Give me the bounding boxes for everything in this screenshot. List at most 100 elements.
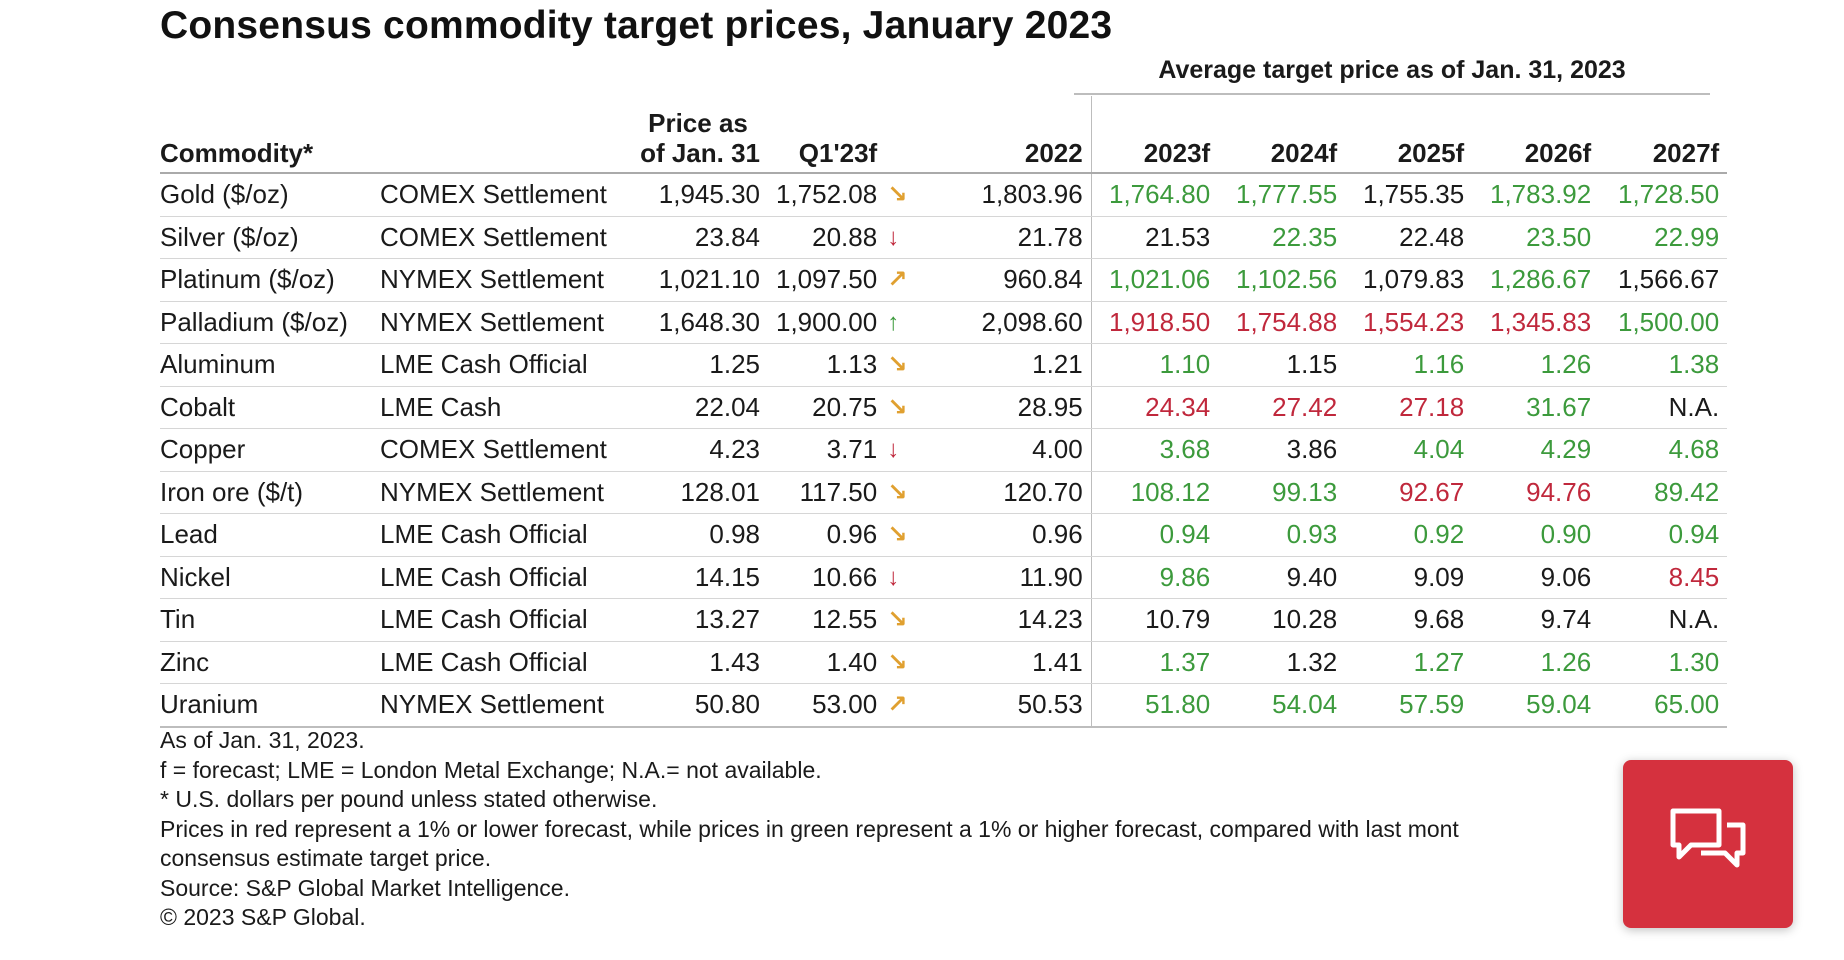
cell-forecast: 54.04 [1218, 683, 1346, 728]
cell-commodity: Silver ($/oz) [160, 216, 372, 259]
cell-2022: 1,803.96 [939, 173, 1092, 217]
header-price-line2: of Jan. 31 [640, 138, 760, 168]
cell-q1: 1,097.50 [768, 258, 886, 302]
cell-forecast: 1,783.92 [1472, 173, 1600, 217]
cell-commodity: Zinc [160, 641, 372, 684]
table-body: Gold ($/oz) COMEX Settlement 1,945.30 1,752… [160, 173, 1728, 728]
cell-forecast: 1.15 [1218, 343, 1346, 387]
cell-forecast: 3.68 [1091, 428, 1219, 472]
cell-2022: 28.95 [939, 386, 1092, 429]
cell-exchange: NYMEX Settlement [372, 258, 628, 302]
cell-forecast: 23.50 [1472, 216, 1600, 259]
cell-forecast: N.A. [1599, 598, 1728, 642]
cell-forecast: 10.79 [1091, 598, 1219, 642]
cell-forecast: 27.42 [1218, 386, 1346, 429]
cell-q1: 20.88 [768, 216, 886, 259]
cell-commodity: Copper [160, 428, 372, 472]
cell-commodity: Iron ore ($/t) [160, 471, 372, 514]
cell-price: 1,945.30 [628, 173, 768, 217]
cell-price: 1.43 [628, 641, 768, 684]
cell-forecast: 0.90 [1472, 513, 1600, 557]
cell-forecast: 0.93 [1218, 513, 1346, 557]
table-row: Gold ($/oz) COMEX Settlement 1,945.30 1,752… [160, 173, 1728, 217]
header-q1: Q1'23f [768, 96, 886, 174]
cell-trend-down-right-icon: ↘ [885, 386, 940, 429]
cell-commodity: Palladium ($/oz) [160, 301, 372, 344]
table-row: Uranium NYMEX Settlement 50.80 53.00 ↗ 50.53 5… [160, 683, 1728, 728]
cell-commodity: Gold ($/oz) [160, 173, 372, 217]
table-header-row: Commodity* Price as of Jan. 31 Q1'23f 20… [160, 96, 1728, 174]
cell-forecast: 108.12 [1091, 471, 1219, 514]
header-2026f: 2026f [1472, 96, 1600, 174]
cell-forecast: 8.45 [1599, 556, 1728, 599]
header-commodity: Commodity* [160, 96, 372, 174]
header-2022: 2022 [939, 96, 1092, 174]
cell-trend-down-right-icon: ↘ [885, 598, 940, 642]
cell-forecast: 1.37 [1091, 641, 1219, 684]
cell-q1: 12.55 [768, 598, 886, 642]
footnote-line: f = forecast; LME = London Metal Exchang… [160, 756, 822, 783]
footnotes: As of Jan. 31, 2023. f = forecast; LME = … [160, 726, 1459, 933]
cell-trend-down-right-icon: ↘ [885, 173, 940, 217]
cell-forecast: 99.13 [1218, 471, 1346, 514]
cell-exchange: NYMEX Settlement [372, 301, 628, 344]
chat-button[interactable] [1623, 760, 1793, 928]
table-row: Zinc LME Cash Official 1.43 1.40 ↘ 1.41 1.37 1.… [160, 641, 1728, 684]
cell-forecast: 1,755.35 [1345, 173, 1473, 217]
cell-forecast: 1,566.67 [1599, 258, 1728, 302]
cell-price: 128.01 [628, 471, 768, 514]
cell-2022: 120.70 [939, 471, 1092, 514]
cell-trend-up-right-icon: ↗ [885, 258, 940, 302]
chat-bubbles-icon [1670, 808, 1746, 868]
cell-2022: 960.84 [939, 258, 1092, 302]
cell-commodity: Aluminum [160, 343, 372, 387]
footnote-line: © 2023 S&P Global. [160, 904, 366, 930]
cell-forecast: 9.06 [1472, 556, 1600, 599]
header-2027f: 2027f [1599, 96, 1728, 174]
header-price: Price as of Jan. 31 [628, 96, 768, 174]
cell-q1: 1,900.00 [768, 301, 886, 344]
forecast-group-header: Average target price as of Jan. 31, 2023 [1074, 56, 1710, 95]
cell-forecast: 22.99 [1599, 216, 1728, 259]
footnote-line: Source: S&P Global Market Intelligence. [160, 874, 570, 901]
cell-forecast: 27.18 [1345, 386, 1473, 429]
cell-exchange: LME Cash [372, 386, 628, 429]
cell-forecast: 1,500.00 [1599, 301, 1728, 344]
cell-trend-up-right-icon: ↗ [885, 683, 940, 728]
cell-price: 4.23 [628, 428, 768, 472]
table-row: Silver ($/oz) COMEX Settlement 23.84 20.88 ↓… [160, 216, 1728, 259]
cell-forecast: 57.59 [1345, 683, 1473, 728]
cell-exchange: COMEX Settlement [372, 216, 628, 259]
cell-forecast: 1,777.55 [1218, 173, 1346, 217]
cell-commodity: Uranium [160, 683, 372, 728]
cell-forecast: 1,554.23 [1345, 301, 1473, 344]
footnote-line: * U.S. dollars per pound unless stated o… [160, 786, 658, 812]
header-price-line1: Price as [648, 108, 748, 138]
cell-forecast: 9.09 [1345, 556, 1473, 599]
table-row: Palladium ($/oz) NYMEX Settlement 1,648.30… [160, 301, 1728, 344]
cell-commodity: Lead [160, 513, 372, 557]
cell-2022: 21.78 [939, 216, 1092, 259]
cell-trend-up-icon: ↑ [885, 301, 940, 344]
cell-2022: 1.21 [939, 343, 1092, 387]
cell-price: 50.80 [628, 683, 768, 728]
cell-forecast: 24.34 [1091, 386, 1219, 429]
header-2025f: 2025f [1345, 96, 1473, 174]
cell-exchange: LME Cash Official [372, 556, 628, 599]
cell-forecast: 4.29 [1472, 428, 1600, 472]
cell-forecast: 1,345.83 [1472, 301, 1600, 344]
cell-q1: 117.50 [768, 471, 886, 514]
cell-forecast: 1,021.06 [1091, 258, 1219, 302]
cell-q1: 1.40 [768, 641, 886, 684]
cell-price: 14.15 [628, 556, 768, 599]
header-2024f: 2024f [1218, 96, 1346, 174]
table-row: Copper COMEX Settlement 4.23 3.71 ↓ 4.00 3.68 3… [160, 428, 1728, 472]
table-row: Lead LME Cash Official 0.98 0.96 ↘ 0.96 0.94 0.… [160, 513, 1728, 557]
cell-q1: 53.00 [768, 683, 886, 728]
cell-forecast: 1,764.80 [1091, 173, 1219, 217]
cell-forecast: 9.68 [1345, 598, 1473, 642]
cell-forecast: 1,286.67 [1472, 258, 1600, 302]
cell-forecast: 9.74 [1472, 598, 1600, 642]
cell-trend-down-icon: ↓ [885, 216, 940, 259]
cell-trend-down-icon: ↓ [885, 556, 940, 599]
